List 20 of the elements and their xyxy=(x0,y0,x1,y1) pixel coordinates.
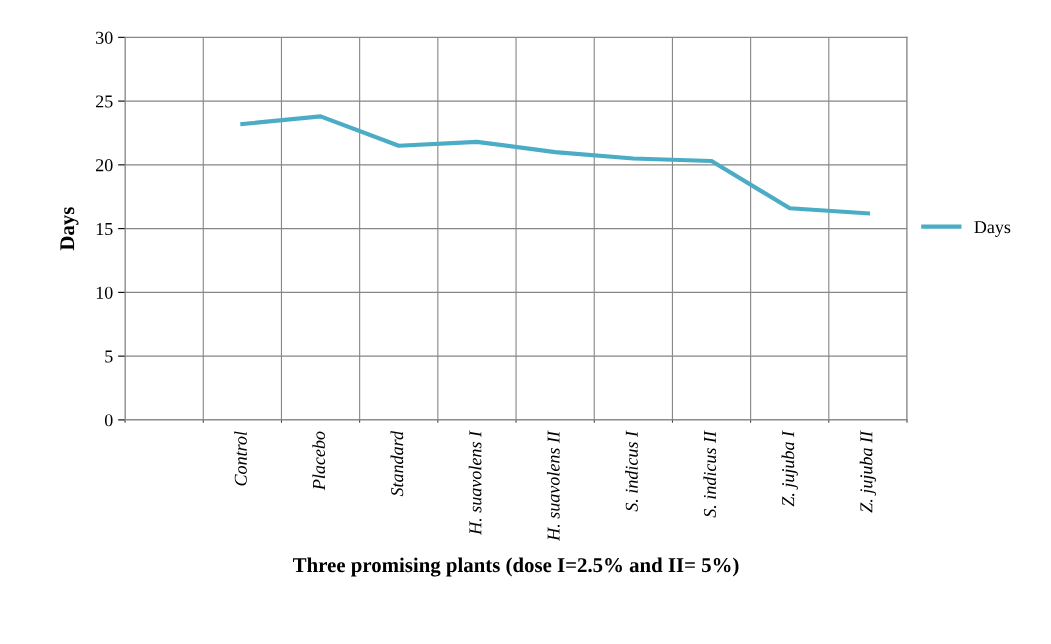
line-series xyxy=(240,114,871,216)
y-tick-label: 5 xyxy=(105,350,113,363)
x-tick-label: Control xyxy=(234,431,247,486)
x-tick-label: Placebo xyxy=(312,431,326,491)
x-tick-label: S. indicus I xyxy=(625,430,638,512)
y-tick-label: 25 xyxy=(96,95,113,108)
x-tick-label: Standard xyxy=(390,430,404,497)
x-tick-label: Z. jujuba I xyxy=(781,430,798,507)
y-tick-label: 30 xyxy=(96,31,113,44)
x-tick-label: H. suavolens II xyxy=(546,430,560,542)
y-tick-label: 10 xyxy=(96,286,113,299)
x-tick-label: Z. jujuba II xyxy=(859,430,877,513)
x-tick-label: H. suavolens I xyxy=(468,430,482,535)
y-axis-title: Days xyxy=(60,207,79,251)
y-tick-label: 20 xyxy=(96,159,113,172)
x-tick-label: S. indicus II xyxy=(703,430,717,518)
legend-label: Days xyxy=(974,221,1011,237)
y-tick-label: 15 xyxy=(96,222,113,236)
y-tick-label: 0 xyxy=(104,414,113,427)
x-axis-title: Three promising plants (dose I=2.5% and II= 5%) xyxy=(293,557,739,577)
